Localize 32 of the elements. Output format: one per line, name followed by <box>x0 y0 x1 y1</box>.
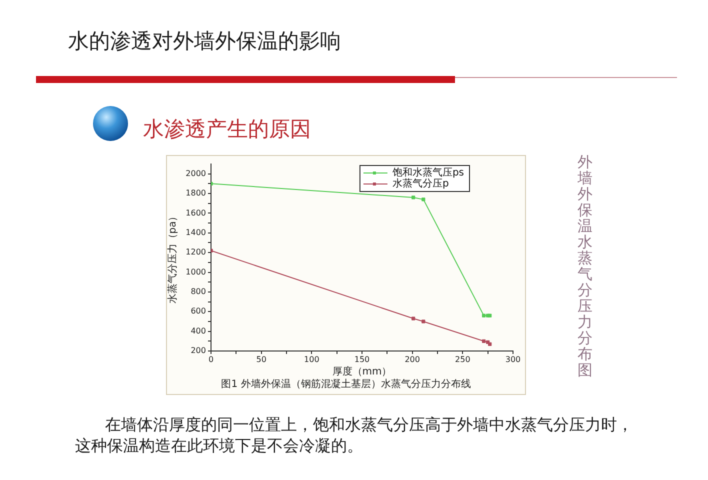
point <box>482 314 486 318</box>
y-tick-label: 1800 <box>186 188 206 198</box>
chart-subtitle: 水渗透产生的原因 <box>143 116 311 142</box>
point <box>482 339 486 343</box>
text: 外墙外保温水蒸气分压力分布图 <box>578 153 592 379</box>
x-tick-label: 250 <box>455 354 470 364</box>
x-tick-label: 300 <box>505 354 521 364</box>
y-tick-label: 1400 <box>186 228 206 237</box>
x-tick-label: 50 <box>256 354 266 364</box>
y-tick-label: 200 <box>190 346 206 356</box>
y-axis-title: 水蒸气分压力（pa） <box>166 211 179 304</box>
point <box>412 196 416 200</box>
y-tick-label: 800 <box>190 287 206 296</box>
y-tick-label: 2000 <box>186 168 206 178</box>
chart-title: 水的渗透对外墙外保温的影响 <box>68 28 341 54</box>
legend-label: 水蒸气分压p <box>392 178 449 190</box>
point <box>422 320 426 324</box>
y-tick-label: 600 <box>190 306 206 316</box>
x-tick-label: 100 <box>304 354 320 364</box>
point <box>422 198 426 202</box>
y-tick-label: 1000 <box>186 267 206 276</box>
text: 在墙体沿厚度的同一位置上，饱和水蒸气分压高于外墙中水蒸气分压力时，这种保温构造在此环境下是不会冷凝的。 <box>75 414 634 456</box>
x-tick-label: 200 <box>404 354 420 364</box>
x-axis-title: 厚度（mm） <box>332 366 392 378</box>
x-tick-label: 150 <box>354 354 370 364</box>
y-tick-label: 1200 <box>186 248 206 257</box>
y-tick-label: 400 <box>190 326 206 336</box>
caption: 图1 外墙外保温（钢筋混凝土基层）水蒸气分压力分布线 <box>220 379 472 391</box>
x-tick-label: 0 <box>208 354 214 364</box>
y-tick-label: 1600 <box>186 208 206 218</box>
point <box>412 316 416 320</box>
legend-label: 饱和水蒸气压ps <box>391 166 464 179</box>
